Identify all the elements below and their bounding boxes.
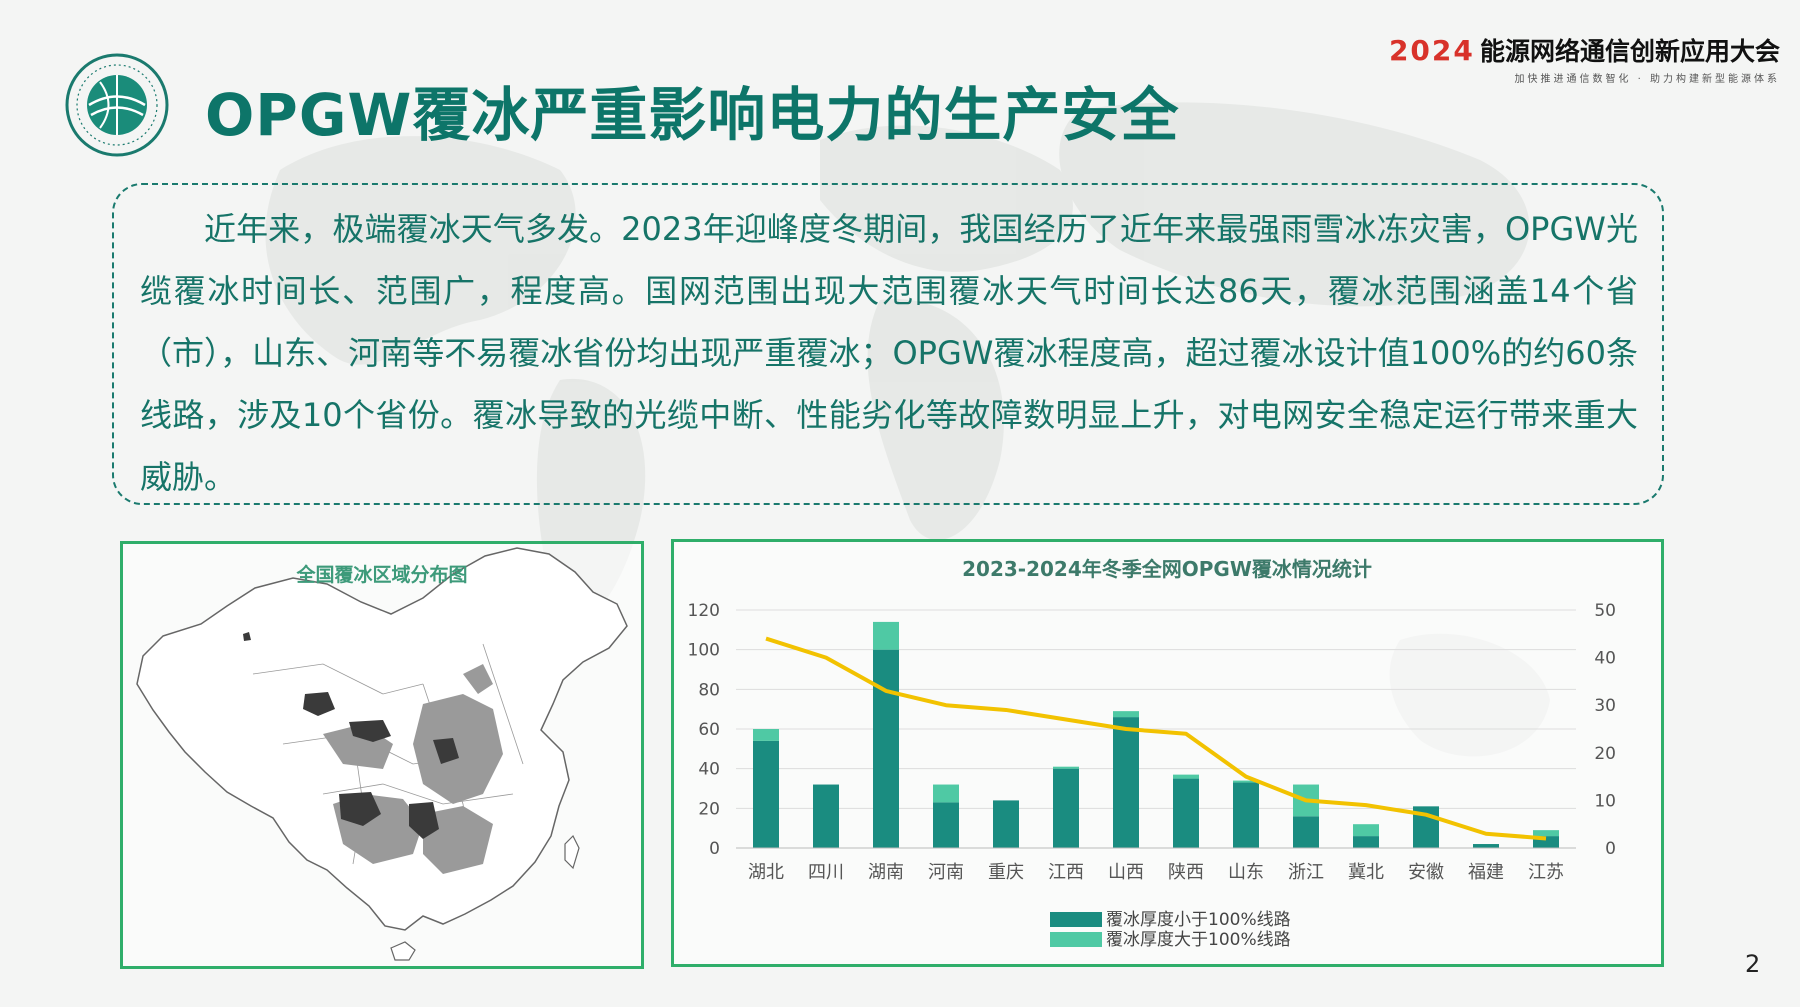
opgw-ice-chart-panel: 2023-2024年冬季全网OPGW覆冰情况统计 0 20 40 60 80 100 120… (671, 539, 1664, 967)
intro-box (112, 183, 1664, 505)
slide-title: OPGW覆冰严重影响电力的生产安全 (205, 81, 1180, 149)
bar-below-100 (1293, 816, 1319, 848)
x-tick-label: 重庆 (988, 862, 1024, 883)
bar-below-100 (1353, 836, 1379, 848)
x-tick-label: 江西 (1048, 862, 1084, 883)
hainan-island (390, 941, 416, 961)
y-left-tick-label: 120 (688, 601, 720, 621)
legend-label-1: 覆冰厚度小于100%线路 (1106, 910, 1291, 930)
x-tick-label: 浙江 (1288, 862, 1324, 883)
taiwan-island (564, 834, 580, 870)
y-right-tick-label: 20 (1594, 744, 1616, 764)
x-tick-label: 四川 (808, 862, 844, 883)
bar-above-100 (1113, 711, 1139, 718)
x-tick-label: 陕西 (1168, 862, 1204, 883)
conference-name: 能源网络通信创新应用大会 (1479, 37, 1780, 66)
bar-below-100 (1233, 782, 1259, 848)
bar-above-100 (753, 729, 779, 741)
legend-swatch-1 (1050, 912, 1102, 927)
bar-below-100 (873, 649, 899, 848)
ice-distribution-map-panel: 全国覆冰区域分布图 (120, 541, 644, 969)
bar-below-100 (813, 784, 839, 848)
y-right-tick-label: 50 (1594, 601, 1616, 621)
y-left-tick-label: 20 (698, 799, 720, 819)
x-tick-label: 冀北 (1348, 862, 1384, 883)
bar-below-100 (1533, 836, 1559, 848)
ice-region-dark (243, 632, 459, 839)
y-right-tick-label: 10 (1594, 791, 1616, 811)
x-tick-label: 江苏 (1528, 862, 1564, 883)
legend-swatch-2 (1050, 932, 1102, 947)
bar-below-100 (753, 740, 779, 848)
bar-below-100 (1113, 717, 1139, 848)
legend-label-2: 覆冰厚度大于100%线路 (1106, 930, 1291, 950)
x-tick-label: 河南 (928, 862, 964, 883)
bar-above-100 (873, 621, 899, 650)
x-tick-label: 湖北 (748, 862, 784, 883)
bar-below-100 (1473, 844, 1499, 848)
chart-title: 2023-2024年冬季全网OPGW覆冰情况统计 (962, 557, 1372, 581)
x-tick-label: 湖南 (868, 862, 904, 883)
bar-above-100 (1233, 780, 1259, 783)
bar-above-100 (1173, 774, 1199, 779)
bar-below-100 (1053, 768, 1079, 848)
chart-legend: 覆冰厚度小于100%线路 覆冰厚度大于100%线路 (1050, 910, 1291, 950)
bar-above-100 (933, 784, 959, 803)
y-left-tick-label: 0 (709, 839, 720, 859)
y-left-tick-label: 60 (698, 720, 720, 740)
bar-above-100 (1053, 766, 1079, 769)
y-right-tick-label: 40 (1594, 649, 1616, 669)
bar-above-100 (1533, 830, 1559, 837)
y-right-tick-label: 0 (1605, 839, 1616, 859)
opgw-ice-chart: 2023-2024年冬季全网OPGW覆冰情况统计 020406080100120… (688, 557, 1616, 950)
bar-below-100 (933, 802, 959, 848)
x-tick-label: 福建 (1468, 862, 1504, 883)
chart-bars (753, 621, 1559, 848)
conference-subtitle: 加快推进通信数智化 · 助力构建新型能源体系 (1514, 74, 1780, 85)
bar-below-100 (993, 800, 1019, 848)
x-tick-label: 安徽 (1408, 862, 1444, 883)
bar-above-100 (1353, 824, 1379, 837)
conference-badge: 2024 能源网络通信创新应用大会 加快推进通信数智化 · 助力构建新型能源体系 (1389, 32, 1780, 85)
x-tick-label: 山西 (1108, 862, 1144, 883)
chart-axes: 0 20 40 60 80 100 120 0 10 20 30 40 50 湖北 四川 湖南 河南 重庆 江西 山西… (688, 601, 1616, 883)
y-left-tick-label: 80 (698, 680, 720, 700)
y-left-tick-label: 40 (698, 760, 720, 780)
x-tick-label: 山东 (1228, 862, 1264, 883)
y-right-tick-label: 30 (1594, 696, 1616, 716)
state-grid-logo (65, 53, 169, 157)
intro-paragraph: 近年来，极端覆冰天气多发。2023年迎峰度冬期间，我国经历了近年来最强雨雪冰冻灾… (140, 210, 1638, 496)
chart-line-layer (765, 636, 1547, 841)
y-left-tick-label: 100 (688, 641, 720, 661)
chart-gridlines (736, 609, 1576, 849)
bar-below-100 (1173, 778, 1199, 848)
page-number: 2 (1745, 950, 1761, 978)
conference-year: 2024 (1388, 34, 1475, 67)
series-line (765, 636, 1547, 841)
china-ice-map (136, 547, 628, 961)
map-title: 全国覆冰区域分布图 (296, 564, 468, 586)
